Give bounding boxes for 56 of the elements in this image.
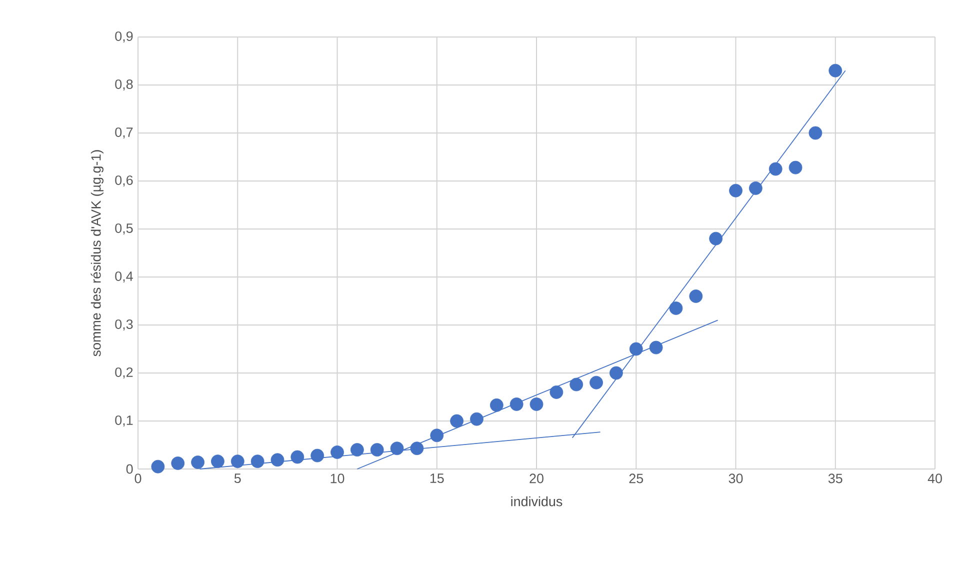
- point: [490, 398, 504, 412]
- point: [410, 442, 424, 456]
- y-tick-label: 0,3: [115, 319, 133, 331]
- point: [350, 443, 364, 456]
- point: [828, 64, 842, 78]
- point: [270, 453, 284, 467]
- point: [748, 182, 762, 195]
- point: [250, 454, 264, 468]
- point: [430, 428, 444, 442]
- x-tick-label: 40: [928, 474, 942, 484]
- point: [629, 342, 643, 356]
- point: [570, 378, 584, 392]
- y-tick-label: 0,2: [115, 367, 133, 379]
- y-tick-label: 0,8: [115, 79, 133, 91]
- point: [669, 302, 683, 315]
- point: [211, 454, 224, 468]
- x-tick-label: 25: [629, 474, 644, 484]
- point: [151, 460, 165, 474]
- point: [330, 446, 344, 459]
- point: [450, 414, 464, 428]
- x-tick-label: 10: [330, 474, 344, 484]
- point: [390, 442, 404, 456]
- x-tick-label: 35: [828, 474, 842, 484]
- y-tick-label: 0,5: [115, 223, 133, 235]
- point: [470, 412, 484, 426]
- point: [590, 376, 603, 390]
- x-tick-label: 0: [134, 474, 142, 484]
- point: [788, 160, 802, 174]
- x-tick-label: 15: [430, 474, 444, 484]
- y-tick-label: 0,4: [115, 271, 133, 283]
- point: [768, 162, 782, 176]
- x-tick-label: 20: [530, 474, 544, 484]
- y-tick-label: 0: [126, 464, 133, 474]
- point: [729, 184, 742, 198]
- x-tick-label: 5: [234, 474, 241, 484]
- x-axis-title: individus: [511, 496, 562, 506]
- point: [649, 340, 663, 354]
- point: [510, 398, 524, 411]
- y-tick-label: 0,9: [115, 31, 133, 43]
- y-tick-label: 0,6: [115, 175, 133, 187]
- point: [709, 232, 723, 246]
- y-tick-label: 0,7: [115, 127, 133, 139]
- y-tick-label: 0,1: [115, 415, 133, 427]
- y-axis-title: somme des résidus d'AVK (µg.g-1): [90, 150, 104, 356]
- point: [230, 454, 244, 468]
- point: [610, 366, 623, 380]
- point: [550, 386, 564, 399]
- point: [290, 450, 304, 464]
- point: [808, 126, 822, 140]
- point: [191, 456, 204, 469]
- point: [689, 290, 703, 303]
- point: [310, 448, 324, 462]
- x-tick-label: 30: [728, 474, 743, 484]
- point: [530, 398, 544, 411]
- point: [370, 443, 384, 456]
- point: [171, 456, 185, 470]
